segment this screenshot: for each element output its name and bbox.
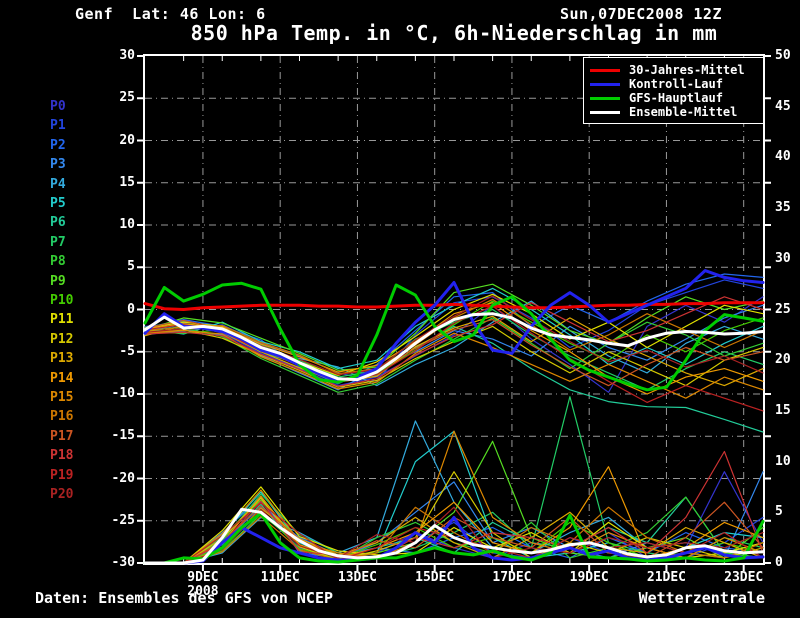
member-temp-p7-line: [144, 308, 764, 391]
member-temp-p8-line: [144, 317, 764, 393]
legend-item: GFS-Hauptlauf: [590, 91, 757, 105]
main-precip-kontroll-lauf-line: [143, 515, 765, 565]
member-label-p13: P13: [50, 351, 74, 367]
member-temp-p9-line: [144, 283, 764, 371]
member-label-p12: P12: [50, 331, 74, 347]
precip-axis-label: 10: [775, 453, 791, 469]
main-precip-ensemble-mittel-line: [143, 507, 765, 565]
temp-axis-label: -5: [119, 343, 135, 359]
legend-line-swatch: [590, 68, 620, 72]
legend: 30-Jahres-Mittel Kontroll-Lauf GFS-Hauptla…: [583, 57, 764, 124]
chart-title: 850 hPa Temp. in °C, 6h-Niederschlag in …: [190, 21, 718, 45]
member-label-p7: P7: [50, 234, 66, 250]
date-axis-label: 9DEC: [187, 570, 219, 585]
member-label-p4: P4: [50, 176, 66, 192]
legend-label: 30-Jahres-Mittel: [629, 63, 745, 77]
date-axis-label: 19DEC: [569, 570, 609, 585]
member-label-p5: P5: [50, 196, 66, 211]
temp-axis-label: 5: [127, 259, 135, 275]
precip-axis-label: 25: [775, 301, 791, 317]
legend-line-swatch: [590, 96, 620, 100]
legend-line-swatch: [590, 82, 620, 86]
temp-axis-label: 0: [127, 301, 135, 317]
member-label-p18: P18: [50, 448, 74, 464]
temp-axis-label: 10: [119, 217, 135, 232]
legend-item: Kontroll-Lauf: [590, 77, 757, 91]
legend-item: Ensemble-Mittel: [590, 105, 757, 119]
date-axis-label: 13DEC: [337, 570, 378, 585]
precip-axis-label: 45: [775, 98, 791, 114]
precip-axis-label: 0: [775, 555, 783, 570]
member-label-p15: P15: [50, 390, 74, 405]
station-label: Genf Lat: 46 Lon: 6: [75, 5, 266, 23]
plot-svg: [137, 55, 771, 571]
precip-axis-label: 5: [775, 504, 783, 520]
date-axis-label: 23DEC: [724, 570, 764, 585]
main-temp-gfs-hauptlauf-line: [143, 281, 765, 392]
member-temp-p18-line: [144, 296, 764, 387]
member-label-p2: P2: [50, 137, 66, 153]
date-axis-label: 15DEC: [415, 570, 455, 585]
precip-axis-label: 50: [775, 48, 791, 63]
member-label-p0: P0: [50, 99, 66, 114]
precip-axis-label: 35: [775, 200, 791, 216]
member-precip-p16-line: [144, 506, 764, 564]
year-label: 2008: [187, 584, 219, 599]
member-label-p10: P10: [50, 293, 74, 308]
temp-axis-label: 20: [119, 132, 135, 148]
member-label-p14: P14: [50, 370, 74, 386]
member-label-p11: P11: [50, 312, 74, 328]
member-precip-p18-line: [144, 450, 764, 564]
temp-axis-label: 15: [119, 174, 135, 190]
legend-label: Kontroll-Lauf: [629, 77, 723, 91]
member-label-p19: P19: [50, 467, 74, 483]
main-precip-gfs-hauptlauf-line: [143, 511, 765, 565]
main-temp-kontroll-lauf-line: [143, 269, 765, 383]
member-label-p3: P3: [50, 157, 66, 173]
member-label-p6: P6: [50, 215, 66, 231]
precip-axis-label: 20: [775, 352, 791, 368]
precip-axis-label: 40: [775, 149, 791, 165]
legend-label: Ensemble-Mittel: [629, 105, 738, 119]
member-label-p17: P17: [50, 428, 74, 444]
temp-axis-label: -20: [111, 470, 135, 486]
temp-axis-label: -25: [111, 512, 135, 528]
legend-item: 30-Jahres-Mittel: [590, 63, 757, 77]
temp-axis-label: -15: [111, 428, 135, 444]
main-temp-30-jahres-mittel-line: [143, 301, 765, 311]
legend-line-swatch: [590, 110, 620, 114]
member-temp-p13-line: [144, 315, 764, 387]
footer-credit: Daten: Ensembles des GFS von NCEP: [35, 589, 334, 607]
footer-brand: Wetterzentrale: [638, 589, 765, 607]
date-axis-label: 11DEC: [260, 570, 300, 585]
temp-axis-label: 25: [119, 90, 135, 106]
run-datetime-label: Sun,07DEC2008 12Z: [559, 5, 722, 23]
temp-axis-label: -30: [111, 555, 135, 570]
temp-axis-label: -10: [111, 386, 135, 401]
date-axis-label: 17DEC: [492, 570, 532, 585]
member-label-p9: P9: [50, 273, 66, 289]
precip-axis-label: 30: [775, 250, 791, 266]
main-temp-ensemble-mittel-line: [143, 312, 765, 382]
temp-axis-label: 30: [119, 48, 135, 63]
member-label-p8: P8: [50, 254, 66, 270]
member-temp-p16-line: [144, 298, 764, 375]
member-label-p1: P1: [50, 118, 66, 134]
plot-area: [137, 54, 771, 571]
date-axis-label: 21DEC: [646, 570, 687, 585]
precip-axis-label: 15: [775, 402, 791, 418]
member-label-p16: P16: [50, 409, 74, 425]
member-label-p20: P20: [50, 487, 74, 502]
legend-label: GFS-Hauptlauf: [629, 91, 723, 105]
